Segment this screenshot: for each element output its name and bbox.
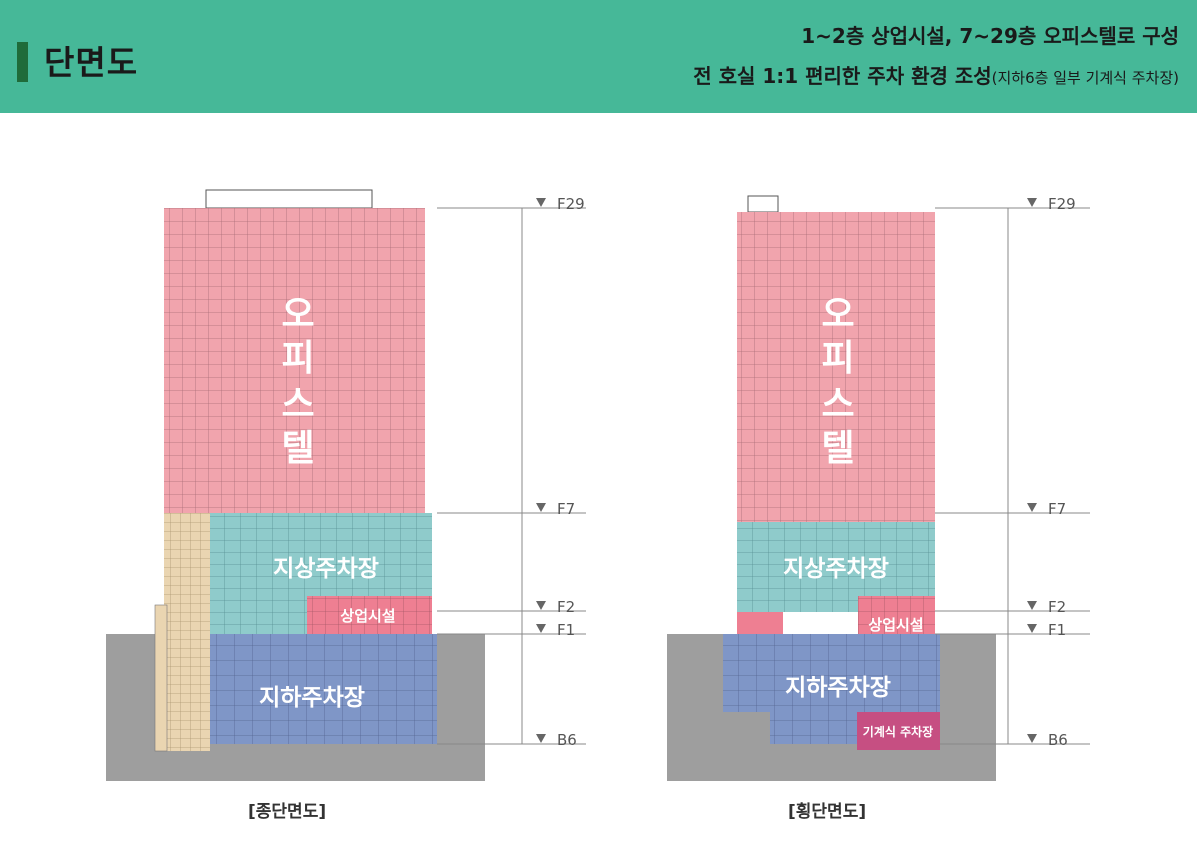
- triangle-icon: [536, 624, 546, 633]
- section-diagram: 오 피 스 텔 지상주차장 상업시설 지하주차장 F29 F7 F2: [106, 189, 1090, 781]
- officetel-char-1-right: 오: [821, 294, 854, 335]
- triangle-icon: [536, 503, 546, 512]
- level-label-f1-right: F1: [1048, 621, 1066, 639]
- transverse-section: 오 피 스 텔 지상주차장 상업시설 지하주차장 기계식 주차장 F29 F: [667, 195, 1090, 781]
- officetel-char-3-right: 스: [821, 384, 854, 425]
- header-banner: 단면도 1~2층 상업시설, 7~29층 오피스텔로 구성 전 호실 1:1 편…: [0, 0, 1197, 113]
- commercial-label-left: 상업시설: [340, 607, 395, 625]
- basement-grid-left: [210, 634, 437, 744]
- level-label-f7-right: F7: [1048, 500, 1066, 518]
- officetel-char-4-right: 텔: [821, 428, 854, 469]
- mechanical-parking-block: [857, 712, 940, 750]
- basement-parking-label-left: 지하주차장: [259, 685, 365, 711]
- triangle-icon: [1027, 624, 1037, 633]
- longitudinal-section: 오 피 스 텔 지상주차장 상업시설 지하주차장 F29 F7 F2: [106, 189, 586, 781]
- header-subtitle-line1: 1~2층 상업시설, 7~29층 오피스텔로 구성: [801, 24, 1179, 48]
- triangle-icon: [1027, 198, 1037, 207]
- officetel-char-3-left: 스: [281, 384, 314, 425]
- commercial-grid-left: [307, 596, 432, 634]
- level-label-f1-left: F1: [557, 621, 575, 639]
- ground-parking-label-left: 지상주차장: [273, 556, 379, 582]
- commercial-block-right-a: [737, 612, 783, 634]
- triangle-icon: [1027, 503, 1037, 512]
- level-label-f2-left: F2: [557, 598, 575, 616]
- caption-longitudinal: [종단면도]: [248, 802, 327, 822]
- officetel-grid-left: [164, 208, 425, 513]
- level-label-b6-left: B6: [557, 731, 577, 749]
- officetel-grid-right: [737, 212, 935, 522]
- officetel-char-2-left: 피: [281, 338, 314, 379]
- header-subtitle-note: (지하6층 일부 기계식 주차장): [991, 69, 1179, 87]
- mechanical-parking-label: 기계식 주차장: [863, 724, 933, 739]
- triangle-icon: [1027, 734, 1037, 743]
- triangle-icon: [536, 601, 546, 610]
- level-label-f29-left: F29: [557, 195, 585, 213]
- header-subtitle-main: 전 호실 1:1 편리한 주차 환경 조성: [693, 64, 992, 88]
- level-label-f2-right: F2: [1048, 598, 1066, 616]
- triangle-icon: [1027, 601, 1037, 610]
- ground-parking-label-right: 지상주차장: [783, 556, 889, 582]
- stair-core-base-left: [154, 604, 168, 752]
- roof-structure-left: [205, 189, 373, 209]
- triangle-icon: [536, 734, 546, 743]
- basement-parking-label-right: 지하주차장: [785, 675, 891, 701]
- stair-core-grid-left: [164, 513, 210, 751]
- level-label-b6-right: B6: [1048, 731, 1068, 749]
- officetel-char-4-left: 텔: [281, 428, 314, 469]
- page-title: 단면도: [44, 43, 139, 82]
- header-subtitle-line2: 전 호실 1:1 편리한 주차 환경 조성(지하6층 일부 기계식 주차장): [693, 60, 1179, 89]
- officetel-char-1-left: 오: [281, 294, 314, 335]
- roof-structure-right: [747, 195, 779, 213]
- level-label-f7-left: F7: [557, 500, 575, 518]
- commercial-label-right: 상업시설: [868, 616, 923, 634]
- triangle-icon: [536, 198, 546, 207]
- basement-cutout-right: [723, 712, 770, 744]
- title-accent-bar: [17, 42, 28, 82]
- commercial-grid-right: [858, 596, 935, 634]
- officetel-char-2-right: 피: [821, 338, 854, 379]
- level-label-f29-right: F29: [1048, 195, 1076, 213]
- caption-transverse: [횡단면도]: [788, 802, 867, 822]
